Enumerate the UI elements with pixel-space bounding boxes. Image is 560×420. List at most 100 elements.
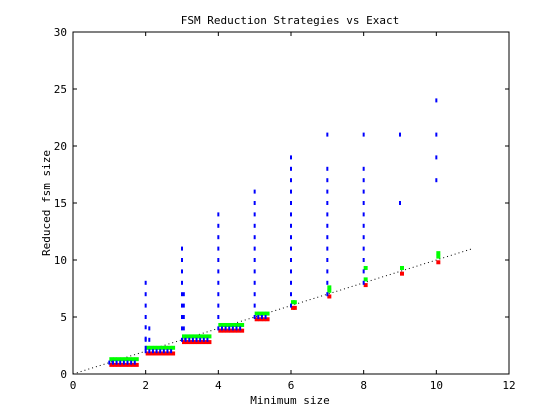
data-point — [326, 235, 329, 240]
data-point — [435, 98, 438, 103]
data-point — [253, 223, 256, 228]
data-point — [362, 201, 365, 205]
data-point — [435, 132, 438, 137]
data-point — [189, 340, 194, 345]
data-point — [192, 334, 197, 339]
data-point — [290, 303, 292, 308]
data-point — [181, 258, 183, 262]
data-point — [182, 303, 185, 308]
x-axis-ticks: 0 2 4 6 8 10 12 — [70, 32, 516, 392]
data-point — [167, 345, 172, 350]
data-point — [181, 280, 183, 285]
data-point — [163, 351, 168, 356]
data-point — [362, 178, 365, 183]
data-point — [258, 317, 263, 322]
data-point — [196, 340, 201, 345]
y-tick-label: 10 — [54, 254, 67, 267]
data-point — [290, 280, 292, 285]
data-point — [191, 337, 194, 342]
data-point — [145, 351, 150, 356]
data-point — [200, 340, 205, 345]
data-point — [326, 201, 329, 205]
data-point — [207, 334, 212, 339]
data-point — [127, 357, 132, 362]
data-point — [217, 315, 220, 319]
data-point — [181, 269, 183, 274]
data-point — [133, 360, 136, 365]
data-point — [232, 328, 237, 333]
data-point — [257, 315, 260, 319]
data-point — [171, 345, 176, 350]
data-point — [399, 201, 401, 205]
data-point — [258, 311, 263, 316]
data-point — [116, 362, 121, 367]
data-point — [326, 258, 329, 262]
data-point — [130, 360, 133, 365]
data-point — [225, 322, 230, 327]
data-point — [217, 235, 220, 240]
data-point — [224, 326, 227, 331]
data-point — [220, 326, 223, 331]
data-point — [326, 280, 329, 285]
data-point — [290, 223, 292, 228]
data-point — [253, 201, 256, 205]
data-point — [160, 345, 165, 350]
data-point — [200, 334, 205, 339]
data-point — [290, 235, 292, 240]
data-point — [166, 349, 169, 354]
data-point — [217, 326, 220, 331]
data-point — [253, 280, 256, 285]
data-point — [189, 334, 194, 339]
data-point — [109, 357, 114, 362]
data-point — [362, 280, 365, 285]
data-point — [195, 337, 198, 342]
data-marks — [108, 98, 441, 367]
data-point — [111, 360, 114, 365]
x-tick-label: 12 — [502, 379, 515, 392]
data-point — [436, 251, 441, 256]
x-tick-label: 2 — [142, 379, 149, 392]
series-red — [109, 260, 441, 367]
data-point — [171, 351, 176, 356]
series-green — [109, 251, 441, 362]
data-point — [253, 269, 256, 274]
data-point — [126, 360, 129, 365]
data-point — [436, 260, 441, 265]
data-point — [290, 292, 292, 297]
data-point — [112, 362, 117, 367]
data-point — [265, 317, 270, 322]
data-point — [400, 265, 404, 270]
data-point — [229, 322, 234, 327]
data-point — [362, 246, 365, 251]
data-point — [265, 311, 270, 316]
data-point — [160, 351, 165, 356]
data-point — [253, 292, 256, 297]
data-point — [362, 166, 365, 171]
data-point — [185, 334, 190, 339]
data-point — [115, 360, 118, 365]
data-point — [290, 246, 292, 251]
data-point — [152, 345, 157, 350]
data-point — [240, 328, 245, 333]
data-point — [399, 132, 401, 137]
data-point — [264, 315, 267, 319]
data-point — [217, 303, 220, 308]
x-tick-label: 8 — [360, 379, 367, 392]
data-point — [144, 325, 147, 330]
data-point — [292, 300, 297, 305]
data-point — [327, 288, 332, 293]
y-tick-label: 5 — [60, 311, 67, 324]
data-point — [149, 345, 154, 350]
data-point — [181, 246, 183, 251]
x-tick-label: 4 — [215, 379, 222, 392]
data-point — [148, 337, 151, 342]
data-point — [436, 254, 441, 259]
data-point — [203, 334, 208, 339]
data-point — [120, 357, 125, 362]
data-point — [217, 258, 220, 262]
data-point — [144, 336, 147, 341]
data-point — [182, 334, 186, 339]
data-point — [253, 235, 256, 240]
data-point — [181, 337, 183, 342]
data-point — [181, 315, 183, 319]
